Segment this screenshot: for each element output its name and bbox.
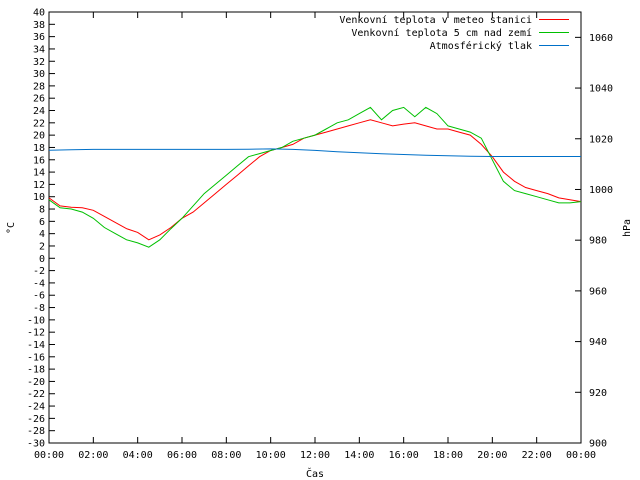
series-station-temp <box>48 119 582 241</box>
y-left-tick-label: 34 <box>33 44 45 55</box>
y-left-tick-label: -6 <box>33 291 45 302</box>
x-tick-label: 06:00 <box>167 450 197 461</box>
x-tick-label: 18:00 <box>433 450 463 461</box>
y-left-tick-label: -28 <box>27 426 45 437</box>
y-left-tick-label: -22 <box>27 389 45 400</box>
y-left-tick-label: 16 <box>33 155 45 166</box>
y-left-tick-label: 8 <box>39 205 45 216</box>
y-right-tick-label: 940 <box>589 337 607 348</box>
y-right-tick-label: 1020 <box>589 134 613 145</box>
y-left-tick-label: 38 <box>33 20 45 31</box>
y-left-tick-label: -14 <box>27 340 45 351</box>
x-tick-label: 02:00 <box>78 450 108 461</box>
y-left-tick-label: 26 <box>33 94 45 105</box>
x-tick-label: 04:00 <box>123 450 153 461</box>
series-pressure <box>48 148 581 157</box>
y-right-tick-label: 920 <box>589 388 607 399</box>
x-tick-label: 00:00 <box>566 450 596 461</box>
y-axis-label-left: °C <box>6 222 17 234</box>
y-left-tick-label: 4 <box>39 229 45 240</box>
y-left-tick-label: -12 <box>27 328 45 339</box>
y-right-tick-label: 900 <box>589 439 607 450</box>
legend-label-station-temp: Venkovní teplota v meteo stanici <box>339 14 532 26</box>
x-tick-label: 14:00 <box>344 450 374 461</box>
y-left-tick-label: 24 <box>33 106 45 117</box>
right-tick-labels: 1060 1040 1020 1000 980 960 940 920 900 <box>589 33 613 450</box>
legend: Venkovní teplota v meteo stanici Venkovn… <box>339 14 569 52</box>
left-tick-labels: 4038363432302826242220181614121086420-2-… <box>27 8 45 450</box>
y-left-tick-label: -8 <box>33 303 45 314</box>
x-tick-label: 00:00 <box>34 450 64 461</box>
y-left-tick-label: 12 <box>33 180 45 191</box>
y-right-tick-label: 980 <box>589 236 607 247</box>
y-left-tick-label: -2 <box>33 266 45 277</box>
y-right-tick-label: 960 <box>589 286 607 297</box>
y-left-tick-label: 22 <box>33 118 45 129</box>
y-left-tick-label: 30 <box>33 69 45 80</box>
y-left-tick-label: -30 <box>27 439 45 450</box>
plot-frame <box>48 11 582 444</box>
y-right-tick-label: 1000 <box>589 185 613 196</box>
x-tick-label: 10:00 <box>256 450 286 461</box>
x-tick-label: 08:00 <box>211 450 241 461</box>
y-axis-label-right: hPa <box>622 219 633 237</box>
y-left-tick-label: -24 <box>27 402 45 413</box>
x-tick-label: 12:00 <box>300 450 330 461</box>
y-left-tick-label: 36 <box>33 32 45 43</box>
legend-label-pressure: Atmosférický tlak <box>430 40 532 52</box>
y-left-tick-label: -20 <box>27 377 45 388</box>
y-left-tick-label: -18 <box>27 365 45 376</box>
x-tick-labels: 00:00 02:00 04:00 06:00 08:00 10:00 12:00 14:00… <box>34 450 596 461</box>
legend-label-ground-temp: Venkovní teplota 5 cm nad zemí <box>351 27 532 39</box>
y-left-tick-label: 0 <box>39 254 45 265</box>
y-left-tick-label: 20 <box>33 131 45 142</box>
y-left-tick-label: 40 <box>33 8 45 19</box>
y-left-tick-label: 32 <box>33 57 45 68</box>
y-left-tick-label: -10 <box>27 315 45 326</box>
y-left-tick-label: -4 <box>33 278 45 289</box>
y-left-tick-label: 14 <box>33 168 45 179</box>
y-left-tick-label: 18 <box>33 143 45 154</box>
x-axis-label: Čas <box>306 467 324 480</box>
series-layer <box>48 106 582 248</box>
y-left-tick-label: 28 <box>33 81 45 92</box>
y-right-tick-label: 1040 <box>589 84 613 95</box>
x-tick-label: 20:00 <box>477 450 507 461</box>
x-tick-label: 16:00 <box>389 450 419 461</box>
y-right-tick-label: 1060 <box>589 33 613 44</box>
tick-marks <box>48 11 582 444</box>
y-left-tick-label: 10 <box>33 192 45 203</box>
y-left-tick-label: -26 <box>27 414 45 425</box>
y-left-tick-label: -16 <box>27 352 45 363</box>
x-tick-label: 22:00 <box>522 450 552 461</box>
y-left-tick-label: 6 <box>39 217 45 228</box>
series-ground-temp <box>48 106 582 248</box>
y-left-tick-label: 2 <box>39 241 45 252</box>
